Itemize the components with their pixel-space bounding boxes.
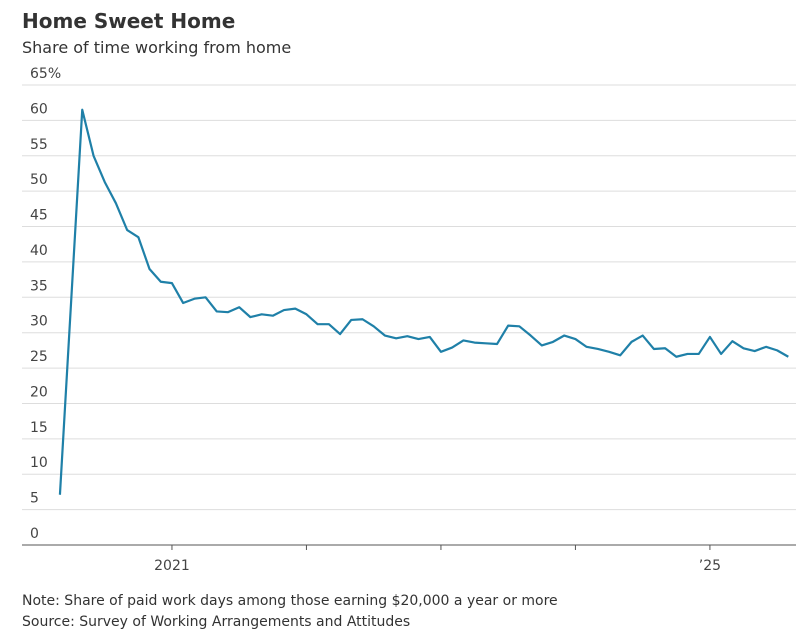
note: Note: Share of paid work days among thos… — [22, 593, 558, 609]
chart-subtitle: Share of time working from home — [22, 38, 291, 57]
y-tick-label: 10 — [30, 455, 48, 471]
y-tick-label: 40 — [30, 243, 48, 259]
y-tick-label: 45 — [30, 208, 48, 224]
y-tick-label: 20 — [30, 384, 48, 400]
y-tick-label: 5 — [30, 491, 39, 507]
x-tick-label: 2021 — [154, 558, 190, 574]
source: Source: Survey of Working Arrangements a… — [22, 614, 410, 630]
y-tick-label: 50 — [30, 172, 48, 188]
x-tick-label: ’25 — [699, 558, 721, 574]
chart-title: Home Sweet Home — [22, 9, 235, 33]
y-tick-label: 25 — [30, 349, 48, 365]
y-tick-label: 55 — [30, 137, 48, 153]
data-line — [58, 108, 789, 495]
y-tick-label: 35 — [30, 278, 48, 294]
y-tick-label: 60 — [30, 101, 48, 117]
y-tick-label: 65% — [30, 66, 61, 82]
y-tick-label: 15 — [30, 420, 48, 436]
y-tick-label: 30 — [30, 314, 48, 330]
y-tick-label: 0 — [30, 526, 39, 542]
